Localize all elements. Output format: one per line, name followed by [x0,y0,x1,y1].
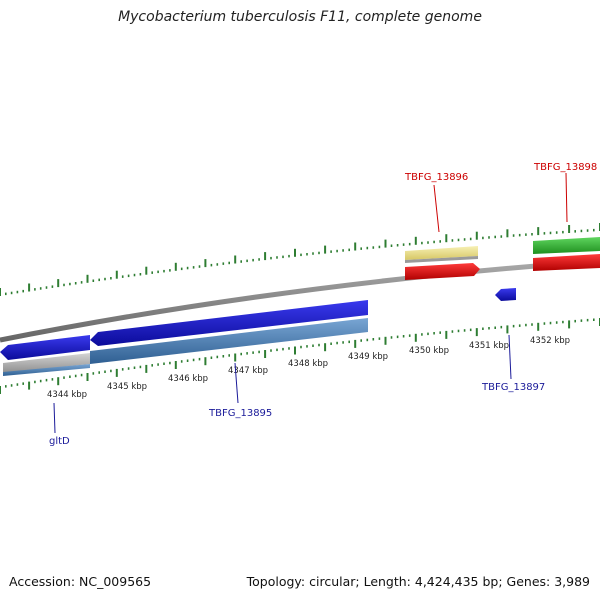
gene-feature-yellow [405,246,478,260]
gene-label-tbfg-13897: TBFG_13897 [481,382,545,393]
gene-feature-yellow-band [405,256,478,263]
gene-label-tbfg-13895: TBFG_13895 [208,408,272,419]
leader-tbfg-13897 [508,334,512,380]
gene-labels: TBFG_13896 TBFG_13898 gltD TBFG_13895 TB… [49,162,597,447]
leader-gltd [53,402,56,434]
reverse-genes [0,288,516,376]
gene-label-gltd: gltD [49,436,70,447]
cds-tbfg-13898 [533,254,600,271]
genome-backbone [0,258,600,343]
gene-label-tbfg-13896: TBFG_13896 [404,172,468,183]
scale-label-4352: 4352 kbp [530,336,570,346]
gene-feature-tbfg-13895 [90,318,368,364]
gene-label-tbfg-13898: TBFG_13898 [533,162,597,173]
label-leaders [53,172,568,434]
gene-feature-gltd-grey [3,353,90,373]
gene-feature-gltd-blue [3,364,90,376]
cds-tbfg-13895 [90,300,368,346]
map-title: Mycobacterium tuberculosis F11, complete… [118,9,482,25]
cds-tbfg-13897 [495,288,516,301]
leader-tbfg-13895 [234,362,239,404]
scale-label-4346: 4346 kbp [168,374,208,384]
cds-gltd [0,335,90,360]
gene-feature-green [533,237,600,254]
scale-labels: 4344 kbp 4345 kbp 4346 kbp 4347 kbp 4348… [47,336,570,400]
scale-label-4350: 4350 kbp [409,346,449,356]
leader-tbfg-13898 [565,172,568,223]
scale-label-4344: 4344 kbp [47,390,87,400]
scale-label-4351: 4351 kbp [469,341,509,351]
scale-label-4349: 4349 kbp [348,352,388,362]
scale-label-4347: 4347 kbp [228,366,268,376]
scale-label-4348: 4348 kbp [288,359,328,369]
leader-tbfg-13896 [433,184,440,233]
cds-tbfg-13896 [405,263,480,280]
forward-genes [405,237,600,280]
scale-label-4345: 4345 kbp [107,382,147,392]
accession-text: Accession: NC_009565 [9,574,152,589]
inner-tick-ring [0,318,600,394]
outer-tick-ring [0,223,600,296]
genome-summary-text: Topology: circular; Length: 4,424,435 bp… [246,574,590,589]
